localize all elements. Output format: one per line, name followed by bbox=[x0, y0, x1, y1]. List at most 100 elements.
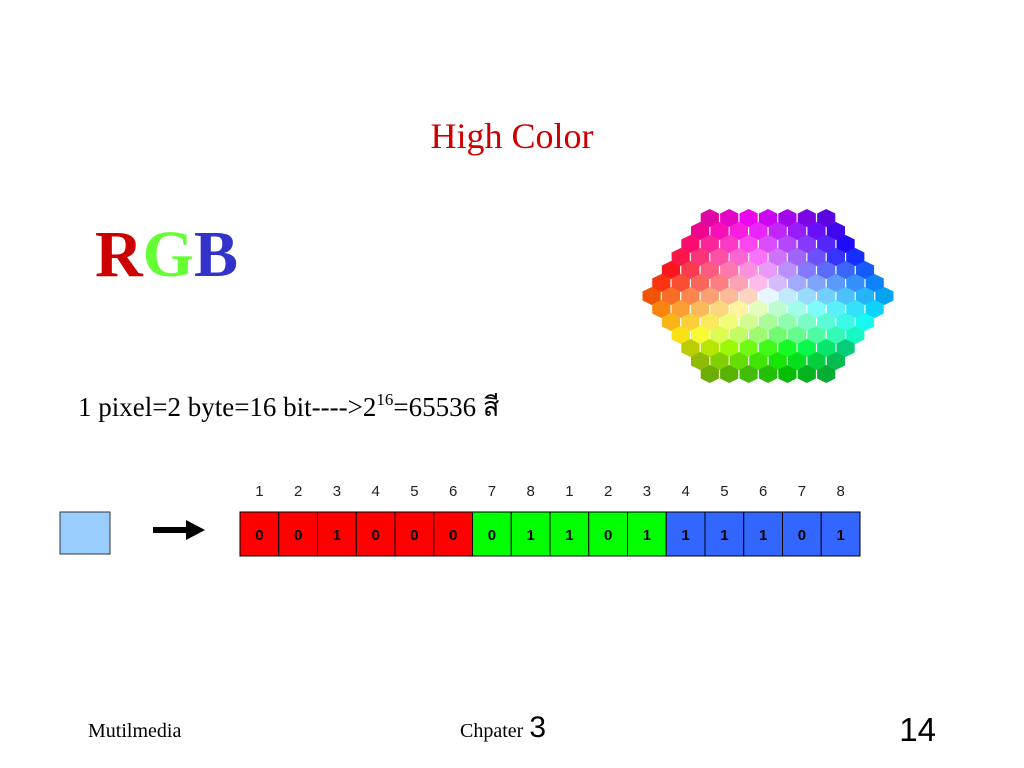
palette-cell bbox=[652, 274, 671, 292]
palette-cell bbox=[788, 274, 807, 292]
palette-cell bbox=[710, 222, 729, 240]
palette-cell bbox=[710, 326, 729, 344]
palette-cell bbox=[778, 287, 797, 305]
bit-value: 0 bbox=[410, 527, 418, 544]
palette-cell bbox=[797, 235, 816, 253]
bit-cell bbox=[239, 511, 280, 557]
palette-cell bbox=[778, 313, 797, 331]
bit-cell bbox=[820, 511, 861, 557]
bit-position: 1 bbox=[565, 483, 573, 500]
bit-value: 1 bbox=[526, 527, 534, 544]
palette-cell bbox=[807, 326, 826, 344]
palette-cell bbox=[739, 365, 758, 383]
bit-position: 3 bbox=[333, 483, 341, 500]
palette-cell bbox=[817, 287, 836, 305]
bit-position: 7 bbox=[488, 483, 496, 500]
bit-value: 1 bbox=[643, 527, 651, 544]
bit-position: 3 bbox=[643, 483, 651, 500]
palette-cell bbox=[826, 222, 845, 240]
palette-cell bbox=[729, 274, 748, 292]
palette-cell bbox=[642, 287, 661, 305]
bit-value: 0 bbox=[255, 527, 263, 544]
palette-cell bbox=[826, 300, 845, 318]
palette-cell bbox=[875, 287, 894, 305]
palette-cell bbox=[797, 261, 816, 279]
palette-cell bbox=[768, 274, 787, 292]
palette-cell bbox=[710, 300, 729, 318]
palette-cell bbox=[729, 248, 748, 266]
palette-cell bbox=[836, 261, 855, 279]
palette-cell bbox=[817, 235, 836, 253]
bit-position: 4 bbox=[681, 483, 689, 500]
palette-cell bbox=[817, 261, 836, 279]
palette-cell bbox=[671, 326, 690, 344]
bit-value: 1 bbox=[759, 527, 767, 544]
bit-cell bbox=[278, 511, 318, 557]
bit-position: 4 bbox=[371, 483, 379, 500]
palette-cell bbox=[671, 248, 690, 266]
palette-cell bbox=[758, 209, 778, 227]
palette-cell bbox=[691, 300, 710, 318]
rgb-letter: B bbox=[194, 218, 238, 291]
bit-position: 1 bbox=[255, 483, 263, 500]
palette-cell bbox=[807, 222, 826, 240]
palette-cell bbox=[846, 248, 865, 266]
palette-cell bbox=[700, 339, 719, 357]
bit-position: 6 bbox=[449, 483, 457, 500]
palette-cell bbox=[681, 339, 700, 357]
bit-cell bbox=[588, 511, 628, 557]
bit-value: 0 bbox=[449, 527, 457, 544]
bit-position: 6 bbox=[759, 483, 767, 500]
palette-cell bbox=[797, 339, 816, 357]
bit-position: 2 bbox=[604, 483, 612, 500]
bit-position: 5 bbox=[720, 483, 728, 500]
footer-chapter-number: 3 bbox=[529, 711, 546, 744]
palette-cell bbox=[661, 313, 681, 331]
palette-cell bbox=[768, 326, 787, 344]
bit-value: 1 bbox=[720, 527, 728, 544]
palette-cell bbox=[700, 365, 719, 383]
bit-value: 1 bbox=[333, 527, 341, 544]
bit-value: 0 bbox=[488, 527, 496, 544]
palette-cell bbox=[671, 300, 690, 318]
palette-cell bbox=[700, 235, 719, 253]
page-number: 14 bbox=[899, 711, 936, 748]
palette-cell bbox=[768, 248, 787, 266]
rgb-letter: R bbox=[95, 218, 144, 291]
palette-cell bbox=[749, 274, 768, 292]
palette-cell bbox=[729, 326, 748, 344]
formula-base: 1 pixel=2 byte=16 bit---->2 bbox=[78, 392, 376, 422]
palette-cell bbox=[691, 222, 710, 240]
palette-cell bbox=[700, 313, 719, 331]
palette-cell bbox=[855, 287, 875, 305]
palette-cell bbox=[865, 274, 884, 292]
formula: 1 pixel=2 byte=16 bit---->216=65536 สี bbox=[78, 390, 499, 422]
palette-cell bbox=[817, 365, 836, 383]
palette-cell bbox=[749, 222, 768, 240]
palette-cell bbox=[836, 235, 855, 253]
palette-cell bbox=[739, 235, 758, 253]
slide-title: High Color bbox=[430, 116, 593, 156]
palette-cell bbox=[836, 339, 855, 357]
palette-cell bbox=[739, 287, 758, 305]
palette-cell bbox=[778, 339, 797, 357]
palette-cell bbox=[807, 300, 826, 318]
palette-cell bbox=[788, 222, 807, 240]
formula-exponent: 16 bbox=[376, 390, 393, 409]
bit-position: 8 bbox=[526, 483, 534, 500]
palette-cell bbox=[836, 313, 855, 331]
palette-cell bbox=[720, 365, 739, 383]
palette-cell bbox=[846, 300, 865, 318]
palette-cell bbox=[788, 326, 807, 344]
palette-cell bbox=[749, 248, 768, 266]
palette-cell bbox=[739, 209, 758, 227]
palette-cell bbox=[681, 287, 700, 305]
bit-cell bbox=[317, 511, 357, 557]
palette-cell bbox=[710, 248, 729, 266]
bit-cell bbox=[665, 511, 706, 557]
rgb-heading: RGB bbox=[95, 218, 238, 291]
palette-cell bbox=[768, 222, 787, 240]
